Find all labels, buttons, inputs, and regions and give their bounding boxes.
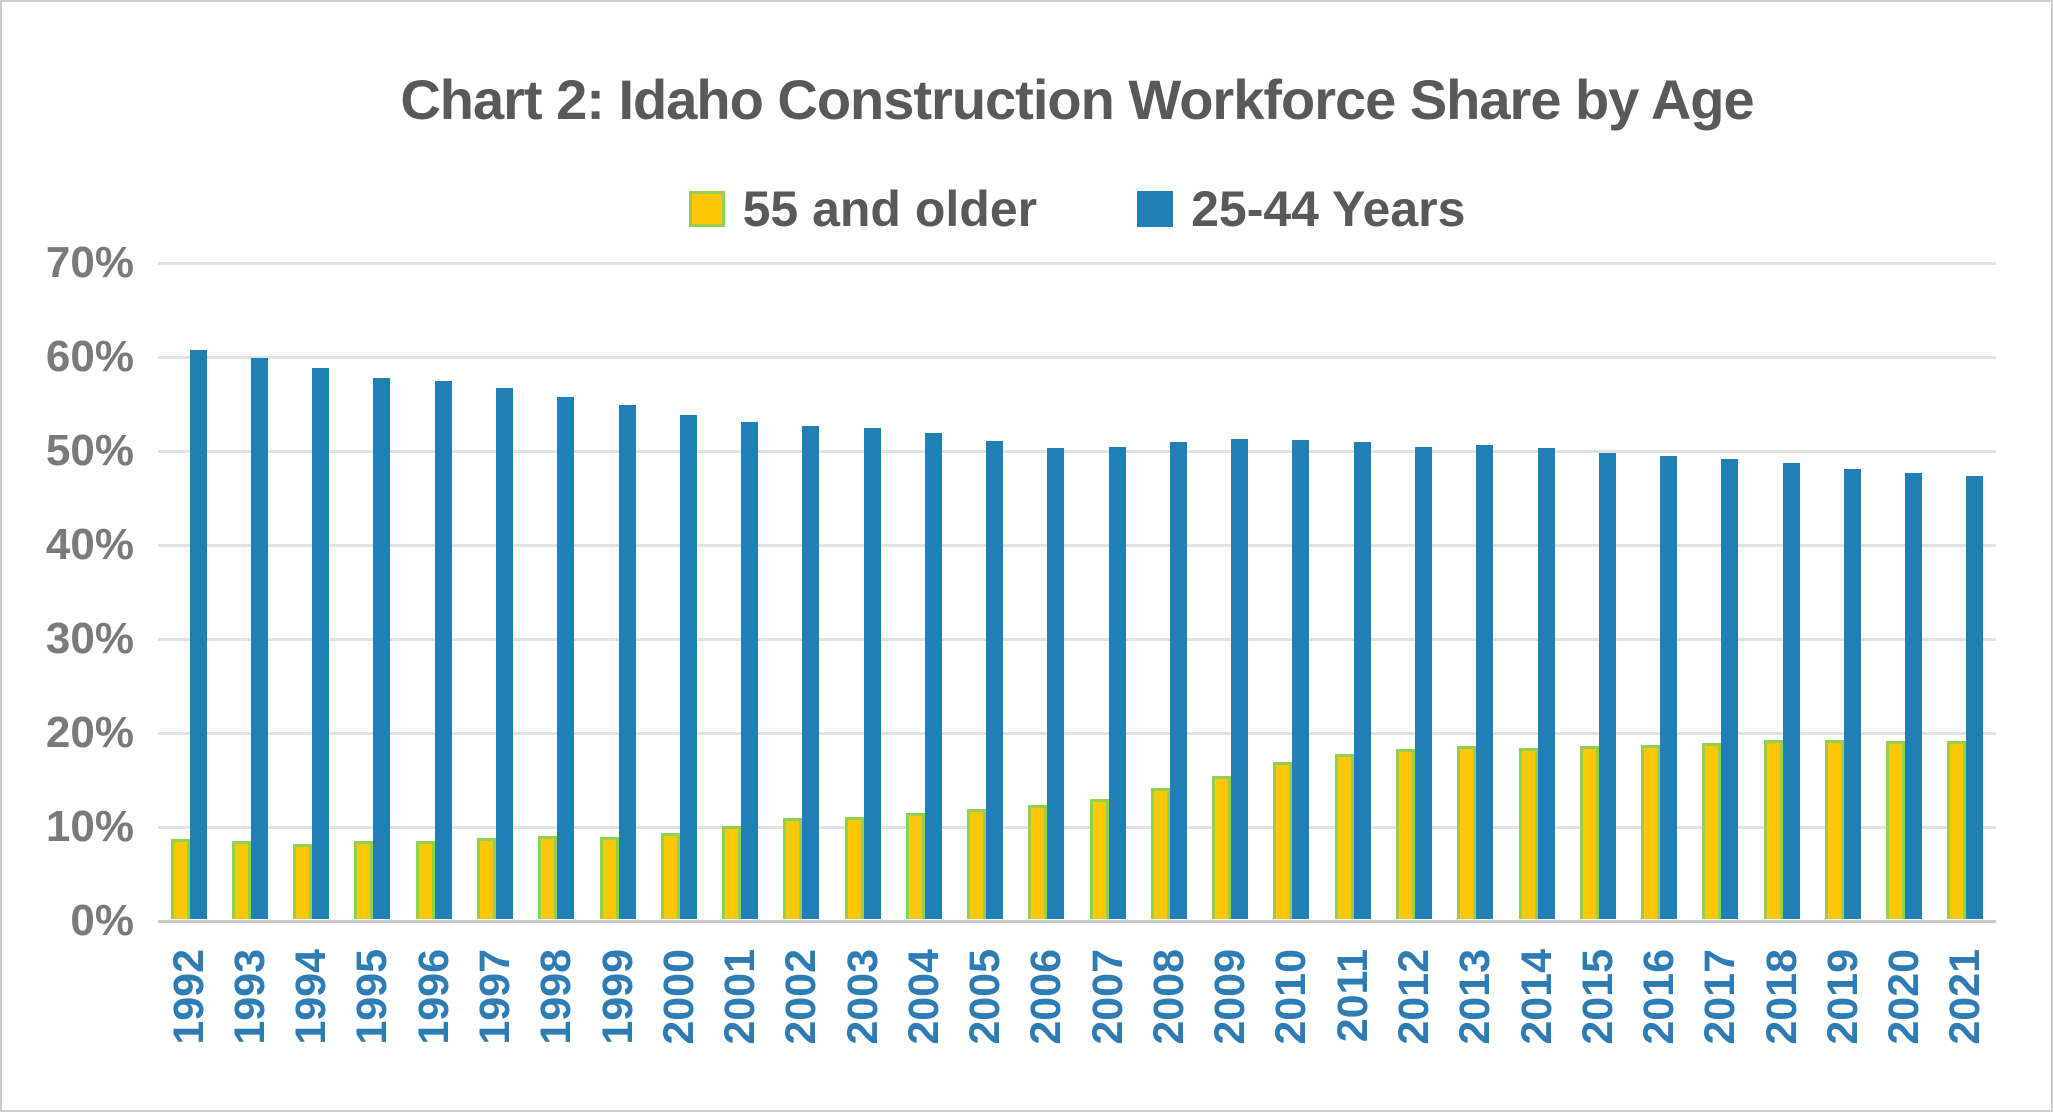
y-axis-label-30pct: 30% [45, 614, 134, 663]
gridline-60pct [158, 355, 1996, 359]
bar-55-and-older-1993 [231, 841, 251, 919]
legend: 55 and older 25-44 Years [158, 180, 1996, 238]
bar-55-and-older-2009 [1212, 776, 1232, 919]
y-axis-label-40pct: 40% [45, 520, 134, 569]
bar-55-and-older-1995 [354, 841, 374, 919]
bar-25-44-years-2008 [1169, 442, 1187, 919]
bar-55-and-older-2010 [1273, 762, 1293, 919]
bar-55-and-older-2007 [1089, 798, 1109, 919]
bar-25-44-years-2018 [1782, 463, 1800, 919]
bar-25-44-years-2005 [986, 440, 1004, 919]
bar-55-and-older-2021 [1947, 741, 1967, 919]
legend-label-55-and-older: 55 and older [742, 181, 1038, 237]
bar-55-and-older-2017 [1702, 743, 1722, 919]
bar-25-44-years-1996 [434, 381, 452, 919]
bar-55-and-older-2018 [1763, 740, 1783, 919]
bar-55-and-older-2013 [1457, 746, 1477, 919]
gridline-50pct [158, 449, 1996, 453]
bar-55-and-older-1996 [415, 841, 435, 919]
x-axis-label-2021: 2021 [1941, 949, 1990, 1045]
y-axis-label-60pct: 60% [45, 332, 134, 381]
bar-25-44-years-2007 [1108, 447, 1126, 919]
bar-25-44-years-2016 [1660, 455, 1677, 919]
y-axis-label-10pct: 10% [45, 802, 134, 851]
bar-55-and-older-2015 [1579, 746, 1599, 919]
bar-25-44-years-1994 [312, 368, 330, 919]
legend-label-25-44-years: 25-44 Years [1191, 181, 1466, 237]
bar-55-and-older-1997 [477, 838, 496, 919]
bar-55-and-older-2014 [1518, 747, 1538, 919]
bar-25-44-years-2006 [1047, 448, 1065, 919]
bar-25-44-years-2003 [863, 428, 881, 919]
bar-55-and-older-2000 [660, 832, 680, 919]
bar-25-44-years-2000 [679, 415, 697, 919]
legend-swatch-55-and-older-icon [688, 191, 725, 227]
bar-25-44-years-2004 [924, 433, 942, 919]
y-axis-label-20pct: 20% [45, 708, 134, 757]
bar-25-44-years-2013 [1476, 445, 1494, 919]
bar-55-and-older-2004 [905, 812, 925, 919]
bar-25-44-years-2020 [1905, 472, 1923, 919]
bar-55-and-older-1998 [538, 836, 558, 919]
bar-25-44-years-2011 [1353, 442, 1371, 919]
bar-25-44-years-2021 [1966, 476, 1984, 919]
bar-55-and-older-1994 [293, 843, 313, 919]
bar-25-44-years-1998 [557, 397, 575, 919]
y-axis-label-0pct: 0% [70, 896, 134, 945]
bar-25-44-years-1993 [250, 357, 268, 919]
bar-25-44-years-2014 [1537, 448, 1555, 919]
bar-25-44-years-2009 [1231, 438, 1249, 919]
bar-55-and-older-2002 [783, 818, 803, 919]
legend-swatch-25-44-years-icon [1137, 191, 1174, 227]
bar-25-44-years-1992 [189, 350, 207, 919]
bar-55-and-older-2001 [722, 825, 741, 919]
legend-item-25-44-years: 25-44 Years [1137, 180, 1465, 238]
bar-55-and-older-2008 [1150, 788, 1170, 919]
x-axis-line [158, 919, 1996, 923]
gridline-30pct [158, 637, 1996, 641]
bar-25-44-years-2010 [1292, 439, 1310, 919]
bar-55-and-older-2011 [1334, 753, 1354, 919]
gridline-20pct [158, 731, 1996, 735]
bar-25-44-years-2015 [1598, 452, 1616, 919]
bar-55-and-older-1992 [170, 839, 190, 919]
bar-25-44-years-1997 [496, 387, 513, 919]
gridline-10pct [158, 825, 1996, 829]
bar-25-44-years-2017 [1721, 459, 1739, 919]
bar-55-and-older-1999 [599, 837, 619, 919]
bar-25-44-years-2012 [1415, 447, 1432, 919]
plot-area [158, 261, 1996, 923]
bar-25-44-years-1999 [618, 404, 636, 919]
bar-25-44-years-2019 [1843, 468, 1861, 919]
bar-55-and-older-2006 [1028, 805, 1048, 919]
bar-25-44-years-2002 [802, 425, 820, 919]
gridline-70pct [158, 261, 1996, 265]
y-axis-label-50pct: 50% [45, 426, 134, 475]
y-axis-label-70pct: 70% [45, 238, 134, 287]
bar-55-and-older-2005 [967, 809, 987, 919]
bar-55-and-older-2019 [1824, 739, 1844, 919]
bar-25-44-years-2001 [741, 421, 758, 919]
bar-25-44-years-1995 [373, 377, 391, 919]
gridline-40pct [158, 543, 1996, 547]
chart-title: Chart 2: Idaho Construction Workforce Sh… [400, 68, 1754, 131]
bar-55-and-older-2003 [844, 816, 864, 919]
legend-item-55-and-older: 55 and older [688, 180, 1038, 238]
bar-55-and-older-2016 [1641, 745, 1660, 919]
bar-55-and-older-2020 [1886, 741, 1906, 919]
bar-55-and-older-2012 [1396, 748, 1415, 919]
